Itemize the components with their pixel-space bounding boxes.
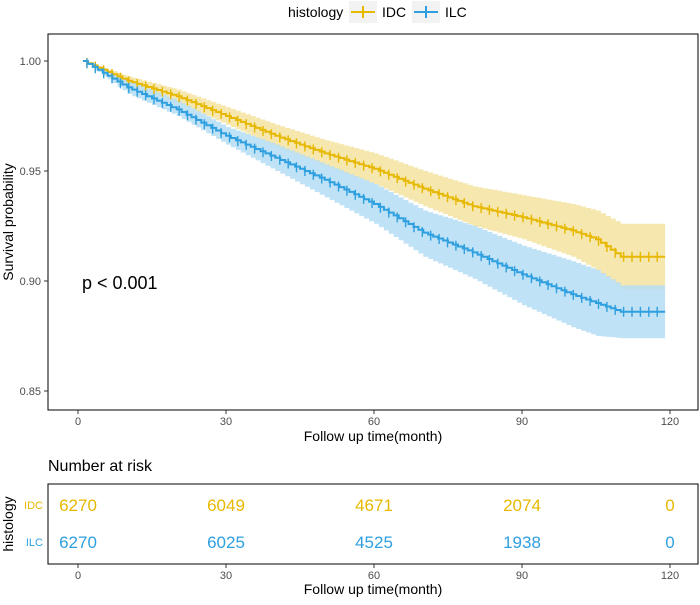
- x-axis-title: Follow up time(month): [304, 428, 443, 444]
- risk-cell-ilc: 6025: [207, 533, 245, 552]
- y-axis: 0.85 0.90 0.95 1.00: [20, 56, 48, 398]
- x-tick-label: 0: [75, 416, 81, 428]
- ci-band-ilc: [82, 61, 666, 339]
- risk-table: Number at risk histology IDC ILC 6270 604…: [0, 458, 699, 597]
- x-axis: 0 30 60 90 120: [75, 410, 679, 428]
- risk-table-border: [47, 483, 699, 565]
- p-value-annotation: p < 0.001: [82, 273, 158, 293]
- risk-x-tick-label: 30: [220, 570, 232, 582]
- y-tick-label: 0.95: [20, 166, 41, 178]
- km-plot-panel: p < 0.001: [47, 33, 699, 411]
- risk-table-x-title: Follow up time(month): [304, 581, 443, 597]
- legend-label-ilc: ILC: [445, 4, 467, 20]
- y-tick-label: 0.90: [20, 276, 41, 288]
- risk-cell-ilc: 1938: [503, 533, 541, 552]
- risk-cell-idc: 0: [665, 496, 674, 515]
- censor-marks-ilc: [86, 58, 658, 317]
- x-tick-label: 60: [368, 416, 380, 428]
- risk-cell-ilc: 4525: [355, 533, 393, 552]
- risk-cell-idc: 4671: [355, 496, 393, 515]
- risk-table-cells: 6270 6049 4671 2074 0 6270 6025 4525 1938 0: [59, 496, 675, 552]
- y-axis-title: Survival probability: [0, 163, 16, 281]
- legend: histology IDC ILC: [288, 1, 467, 23]
- risk-table-title: Number at risk: [48, 458, 153, 475]
- legend-title: histology: [288, 4, 343, 20]
- y-tick-label: 1.00: [20, 56, 41, 68]
- risk-row-label-idc: IDC: [24, 500, 43, 512]
- x-tick-label: 90: [516, 416, 528, 428]
- risk-table-y-title: histology: [0, 496, 16, 551]
- x-tick-label: 120: [661, 416, 679, 428]
- plot-border: [47, 33, 699, 411]
- confidence-bands: [82, 61, 666, 339]
- risk-cell-idc: 2074: [503, 496, 541, 515]
- risk-cell-idc: 6270: [59, 496, 97, 515]
- risk-table-x-axis: 0 30 60 90 120: [75, 564, 679, 582]
- risk-x-tick-label: 0: [75, 570, 81, 582]
- ci-band-idc: [82, 61, 666, 290]
- risk-x-tick-label: 90: [516, 570, 528, 582]
- y-tick-label: 0.85: [20, 386, 41, 398]
- risk-row-label-ilc: ILC: [26, 537, 43, 549]
- censor-marks-idc: [86, 57, 658, 262]
- risk-cell-ilc: 6270: [59, 533, 97, 552]
- x-tick-label: 30: [220, 416, 232, 428]
- censor-marks: [86, 57, 658, 317]
- risk-cell-ilc: 0: [665, 533, 674, 552]
- risk-x-tick-label: 120: [661, 570, 679, 582]
- legend-label-idc: IDC: [382, 4, 406, 20]
- risk-cell-idc: 6049: [207, 496, 245, 515]
- risk-x-tick-label: 60: [368, 570, 380, 582]
